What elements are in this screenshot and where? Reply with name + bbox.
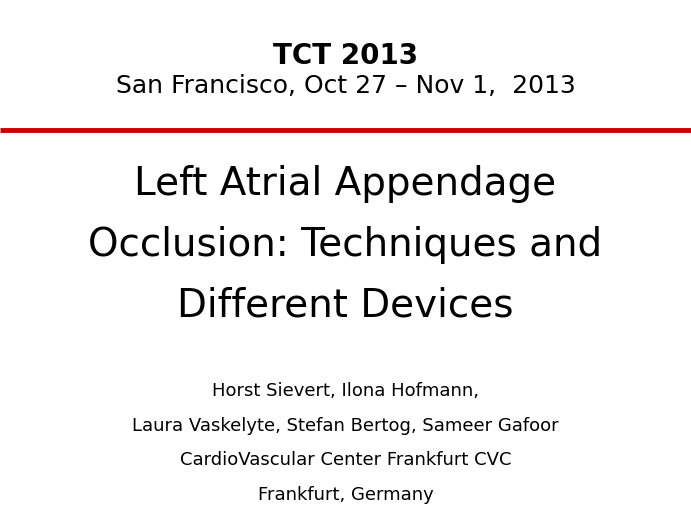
Text: Occlusion: Techniques and: Occlusion: Techniques and	[88, 226, 603, 264]
Text: Laura Vaskelyte, Stefan Bertog, Sameer Gafoor: Laura Vaskelyte, Stefan Bertog, Sameer G…	[132, 417, 559, 435]
Text: Different Devices: Different Devices	[178, 287, 513, 325]
Text: Frankfurt, Germany: Frankfurt, Germany	[258, 486, 433, 504]
Text: Left Atrial Appendage: Left Atrial Appendage	[135, 164, 556, 203]
Text: Horst Sievert, Ilona Hofmann,: Horst Sievert, Ilona Hofmann,	[212, 382, 479, 400]
Text: San Francisco, Oct 27 – Nov 1,  2013: San Francisco, Oct 27 – Nov 1, 2013	[115, 74, 576, 98]
Text: CardioVascular Center Frankfurt CVC: CardioVascular Center Frankfurt CVC	[180, 451, 511, 469]
Text: TCT 2013: TCT 2013	[273, 42, 418, 70]
